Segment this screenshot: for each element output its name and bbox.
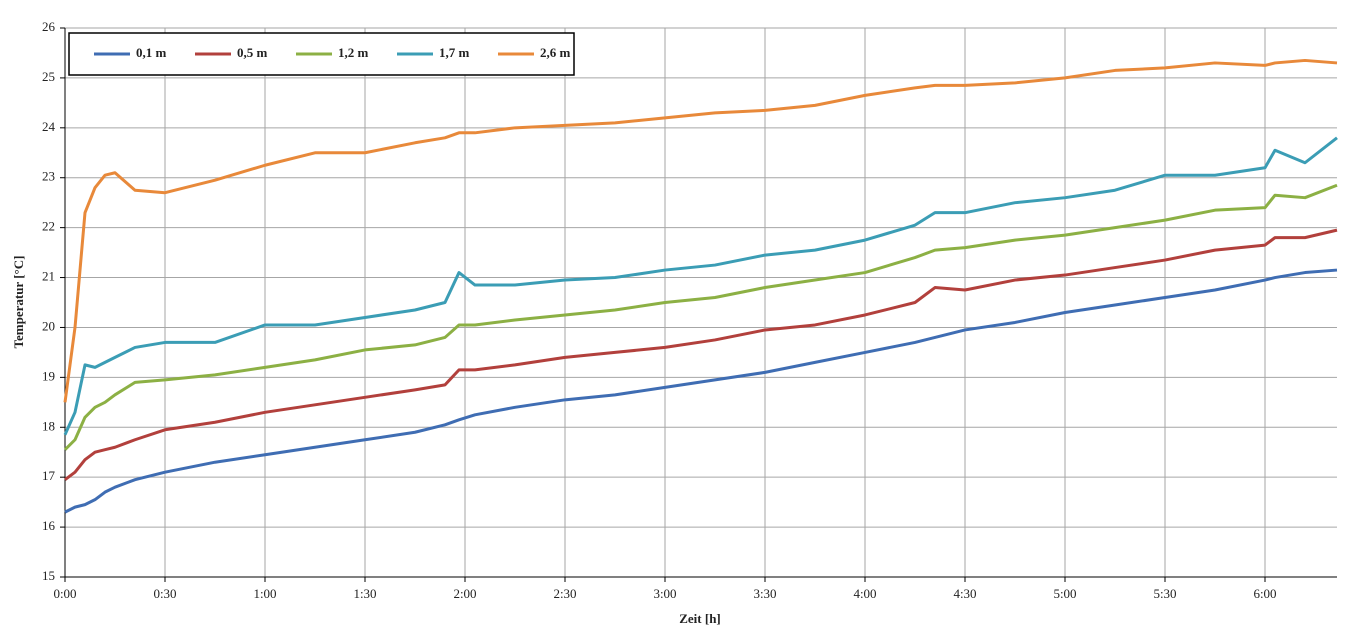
- legend-label: 2,6 m: [540, 45, 571, 60]
- series-line: [63, 136, 1338, 436]
- x-tick-label: 1:00: [253, 586, 276, 601]
- x-tick-label: 3:00: [653, 586, 676, 601]
- x-tick-label: 4:00: [853, 586, 876, 601]
- y-axis-title: Temperatur [°C]: [11, 256, 26, 349]
- y-tick-label: 15: [42, 568, 55, 583]
- y-tick-label: 21: [42, 269, 55, 284]
- x-tick-label: 0:30: [153, 586, 176, 601]
- legend-label: 0,1 m: [136, 45, 167, 60]
- series-line: [64, 268, 1338, 514]
- x-axis-title: Zeit [h]: [679, 611, 721, 626]
- x-tick-label: 2:30: [553, 586, 576, 601]
- y-tick-label: 23: [42, 169, 55, 184]
- x-tick-label: 5:00: [1053, 586, 1076, 601]
- x-tick-label: 4:30: [953, 586, 976, 601]
- y-tick-label: 18: [42, 418, 55, 433]
- legend-label: 0,5 m: [237, 45, 268, 60]
- legend-label: 1,2 m: [338, 45, 369, 60]
- series-line: [64, 228, 1338, 481]
- x-tick-label: 2:00: [453, 586, 476, 601]
- x-tick-label: 1:30: [353, 586, 376, 601]
- y-tick-label: 19: [42, 368, 55, 383]
- y-tick-label: 20: [42, 318, 55, 333]
- y-tick-label: 24: [42, 119, 56, 134]
- legend-label: 1,7 m: [439, 45, 470, 60]
- y-tick-label: 25: [42, 69, 55, 84]
- x-tick-label: 6:00: [1253, 586, 1276, 601]
- series-line: [63, 183, 1338, 451]
- series-line: [63, 58, 1338, 403]
- y-tick-label: 22: [42, 219, 55, 234]
- x-tick-label: 0:00: [53, 586, 76, 601]
- x-tick-label: 5:30: [1153, 586, 1176, 601]
- x-tick-label: 3:30: [753, 586, 776, 601]
- y-tick-label: 17: [42, 468, 56, 483]
- y-tick-label: 26: [42, 19, 56, 34]
- y-tick-label: 16: [42, 518, 56, 533]
